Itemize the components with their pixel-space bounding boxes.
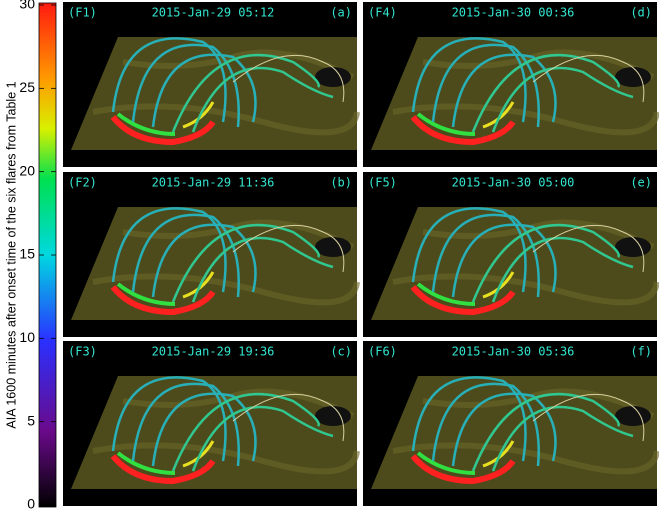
colorbar-label: AIA 1600 minutes after onset time of the… [4, 81, 18, 428]
field-line [111, 207, 227, 293]
field-line [111, 37, 227, 123]
field-line [411, 207, 527, 293]
panel: (F4) 2015-Jan-30 00:36 (d) [363, 2, 659, 167]
sunspot [615, 406, 651, 426]
field-line [131, 213, 240, 298]
flare-ribbon [116, 451, 176, 475]
panel-id: (F3) [68, 345, 97, 359]
panel-time: 2015-Jan-30 05:36 [452, 345, 575, 359]
field-line [171, 53, 320, 133]
field-line [491, 405, 634, 472]
sunspot [315, 67, 351, 87]
panel-time: 2015-Jan-29 11:36 [152, 176, 275, 190]
panel-id: (F5) [368, 176, 397, 190]
flare-ribbon [116, 282, 176, 306]
field-line [232, 54, 345, 103]
colorbar-tick-label: 0 [27, 496, 35, 510]
field-line [532, 54, 645, 103]
field-line [191, 405, 334, 472]
panel-letter: (d) [630, 6, 652, 20]
colorbar-tick-label: 25 [19, 79, 35, 95]
flare-ribbon [110, 115, 216, 146]
panel-letter: (e) [630, 176, 652, 190]
panel: (F6) 2015-Jan-30 05:36 (f) [363, 341, 659, 506]
flare-ribbon [410, 115, 516, 146]
panel-letter: (f) [630, 345, 652, 359]
panel-id: (F4) [368, 6, 397, 20]
colorbar-tick-label: 10 [19, 329, 35, 345]
field-line [451, 392, 557, 467]
sunspot [315, 406, 351, 426]
panel-letter: (a) [330, 6, 352, 20]
sunspot [615, 237, 651, 257]
field-line [232, 393, 345, 442]
colorbar-tick-label: 15 [19, 246, 35, 262]
panel-time: 2015-Jan-29 05:12 [152, 6, 275, 20]
panel-time: 2015-Jan-29 19:36 [152, 345, 275, 359]
panel-letter: (b) [330, 176, 352, 190]
field-line [532, 224, 645, 273]
field-line [151, 53, 257, 128]
colorbar-tick-label: 30 [19, 0, 35, 12]
flare-ribbon [116, 112, 176, 136]
panel-time: 2015-Jan-30 05:00 [452, 176, 575, 190]
sunspot [315, 237, 351, 257]
field-line [451, 223, 557, 298]
field-line [491, 236, 634, 303]
panel: (F1) 2015-Jan-29 05:12 (a) [63, 2, 360, 167]
panel-letter: (c) [330, 345, 352, 359]
panel-id: (F6) [368, 345, 397, 359]
field-line [431, 43, 540, 128]
panel: (F2) 2015-Jan-29 11:36 (b) [63, 172, 360, 337]
flare-ribbon [416, 112, 476, 136]
flare-ribbon [410, 285, 516, 316]
field-line [171, 392, 320, 472]
flare-ribbon [110, 454, 216, 485]
field-line [151, 392, 257, 467]
colorbar-tick-label: 5 [27, 412, 35, 428]
field-line [471, 392, 620, 472]
field-line [191, 66, 334, 133]
field-line [411, 376, 527, 462]
flare-ribbon [410, 454, 516, 485]
colorbar-tick-label: 20 [19, 162, 35, 178]
field-line [532, 393, 645, 442]
panel-id: (F2) [68, 176, 97, 190]
flare-ribbon [416, 282, 476, 306]
panel: (F5) 2015-Jan-30 05:00 (e) [363, 172, 659, 337]
field-line [451, 53, 557, 128]
field-line [431, 382, 540, 467]
field-line [191, 236, 334, 303]
field-line [431, 213, 540, 298]
field-line [151, 223, 257, 298]
field-line [232, 224, 345, 273]
flare-ribbon [110, 285, 216, 316]
sunspot [615, 67, 651, 87]
field-line [491, 66, 634, 133]
field-line [411, 37, 527, 123]
panel: (F3) 2015-Jan-29 19:36 (c) [63, 341, 360, 506]
field-line [471, 53, 620, 133]
flare-ribbon [416, 451, 476, 475]
field-line [131, 43, 240, 128]
field-line [131, 382, 240, 467]
panel-time: 2015-Jan-30 00:36 [452, 6, 575, 20]
field-line [111, 376, 227, 462]
field-line [471, 223, 620, 303]
panel-id: (F1) [68, 6, 97, 20]
field-line [171, 223, 320, 303]
